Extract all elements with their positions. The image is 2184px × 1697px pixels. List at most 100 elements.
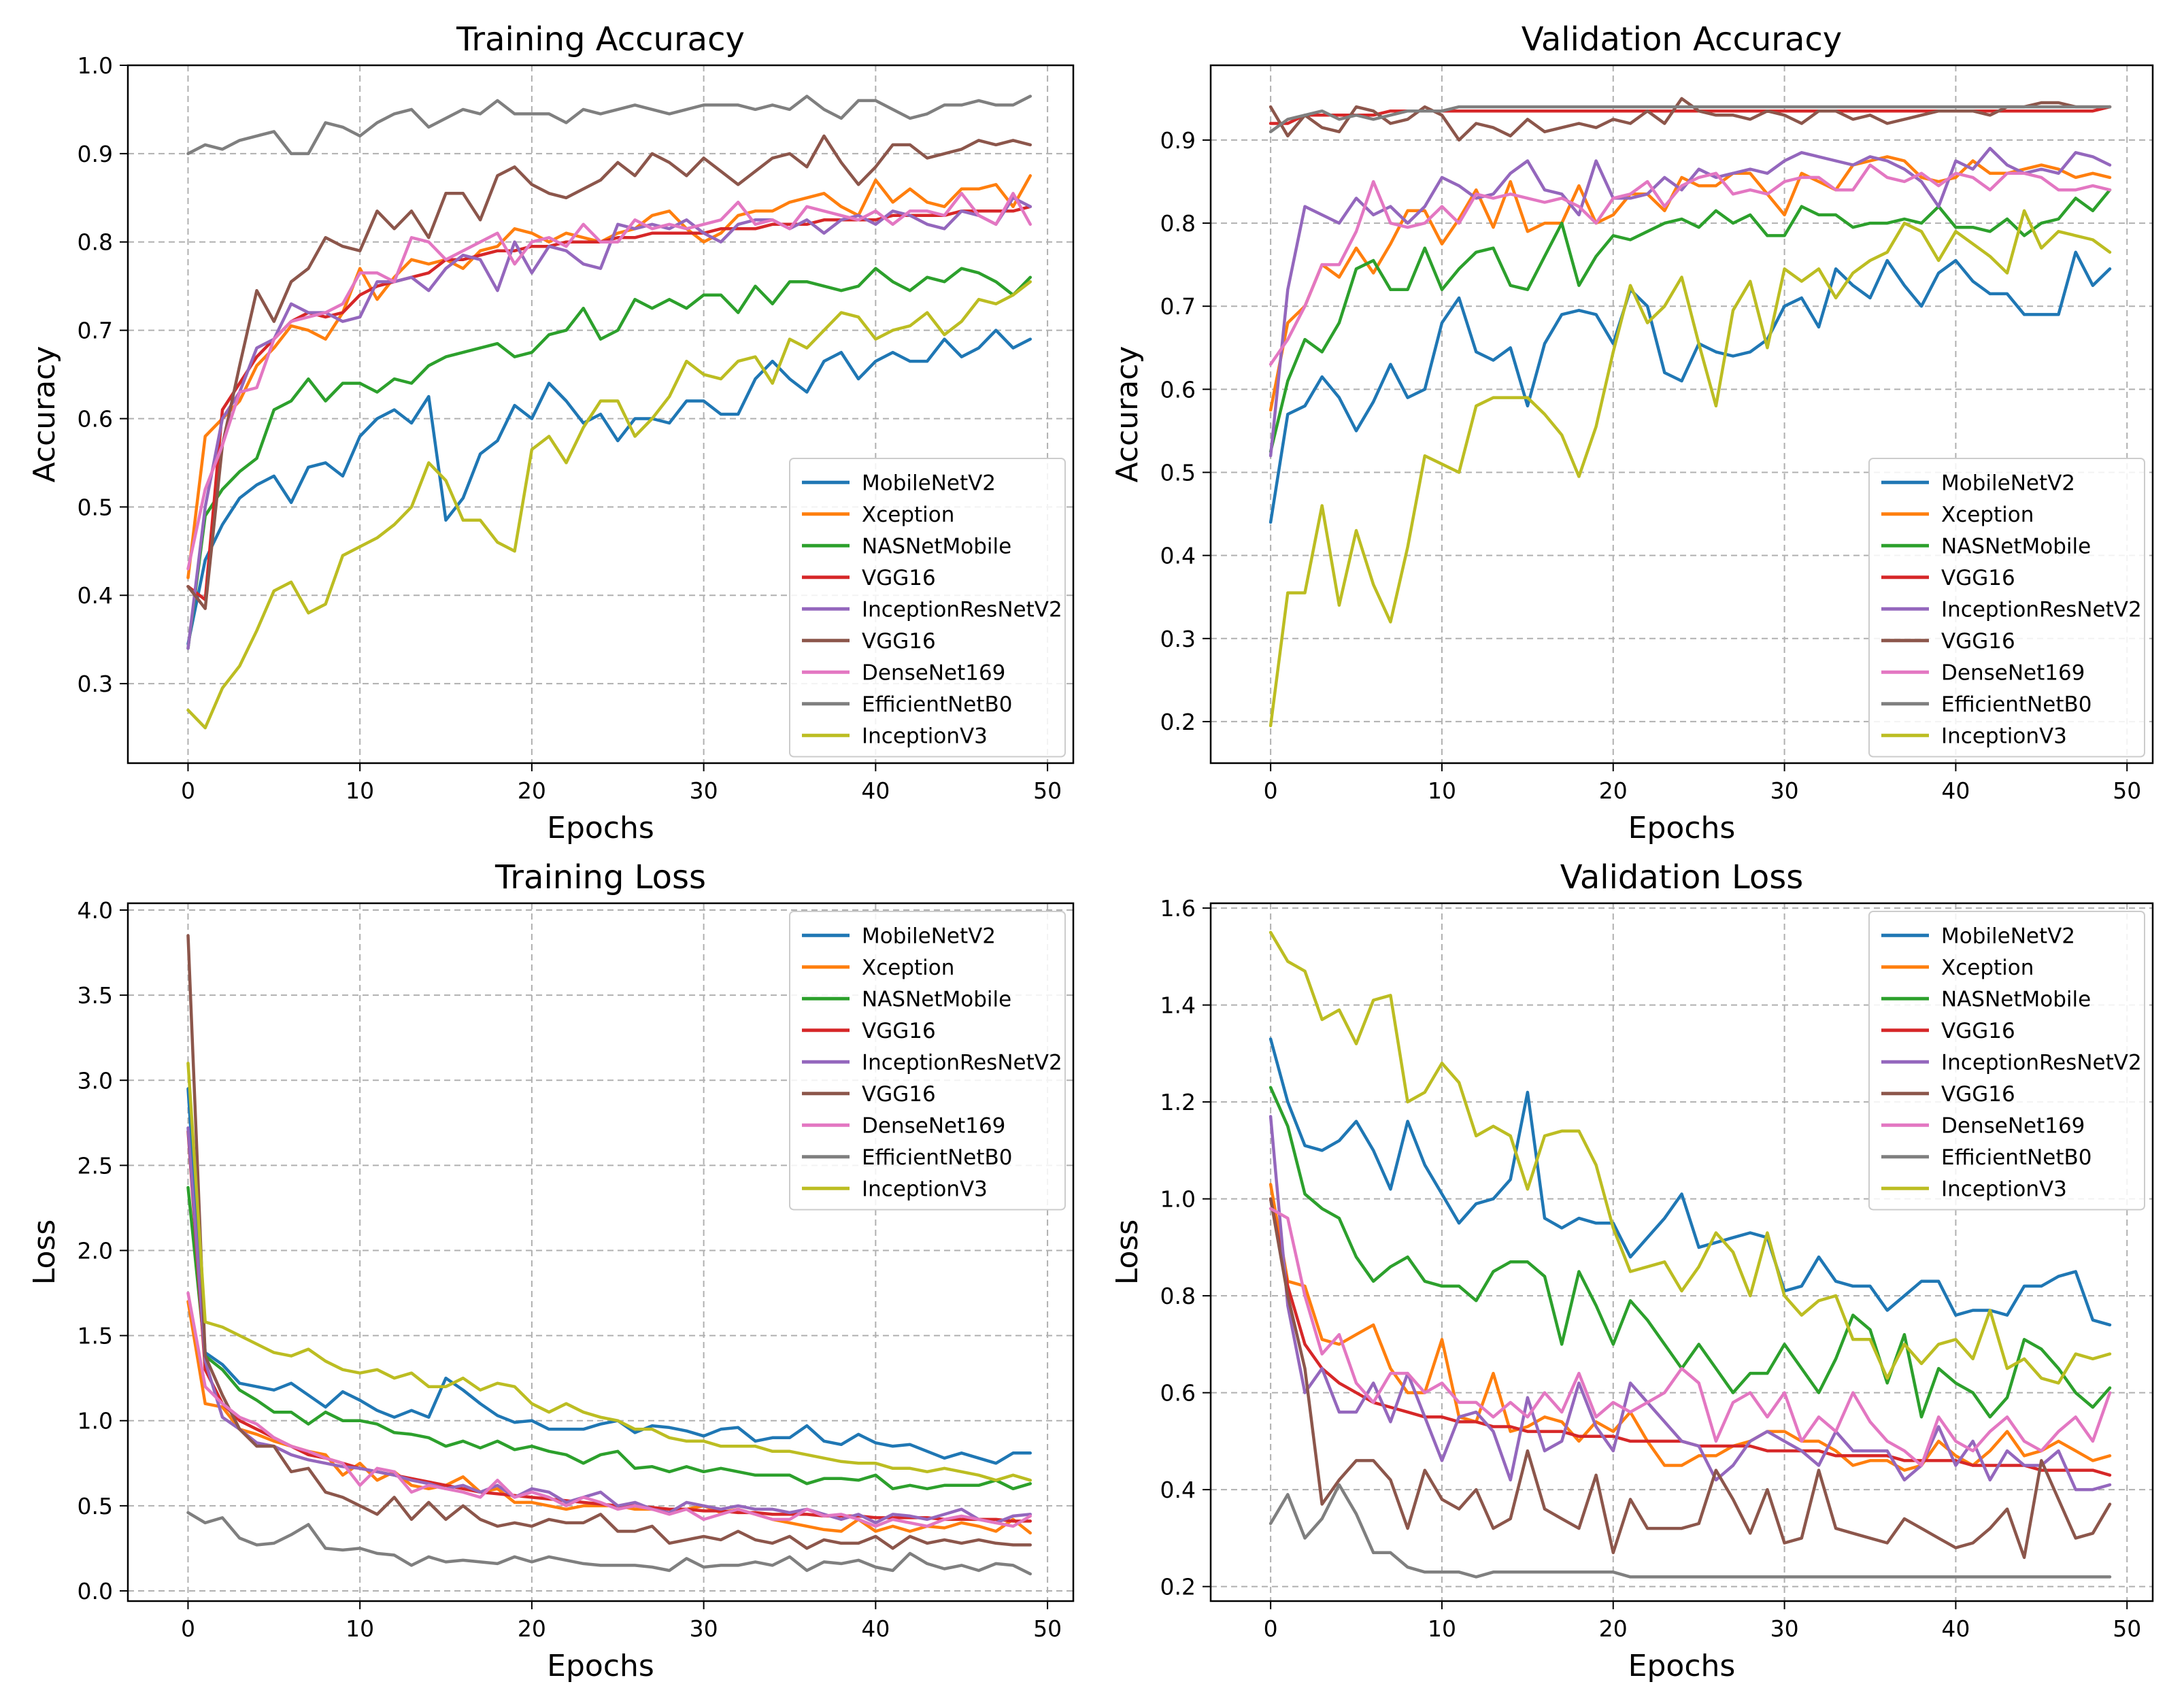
figure-background xyxy=(0,0,2184,1697)
legend-label: MobileNetV2 xyxy=(862,471,996,495)
x-axis-label: Epochs xyxy=(547,1649,654,1683)
legend-label: VGG16 xyxy=(862,1019,936,1043)
legend-label: VGG16 xyxy=(862,566,936,590)
y-tick-label: 0.6 xyxy=(1160,1380,1196,1407)
legend-label: InceptionV3 xyxy=(862,1177,988,1201)
legend-label: InceptionResNetV2 xyxy=(1941,1050,2142,1075)
legend-label: Xception xyxy=(862,503,954,527)
y-tick-label: 4.0 xyxy=(78,897,113,924)
y-tick-label: 0.4 xyxy=(78,582,113,609)
y-tick-label: 1.0 xyxy=(1160,1186,1196,1213)
y-tick-label: 0.3 xyxy=(78,671,113,697)
y-tick-label: 1.0 xyxy=(78,52,113,79)
legend-label: InceptionResNetV2 xyxy=(862,597,1062,622)
legend-label: VGG16 xyxy=(862,629,936,654)
y-tick-label: 0.5 xyxy=(78,1493,113,1519)
legend-label: Xception xyxy=(1941,956,2034,980)
chart-title: Training Loss xyxy=(494,858,706,896)
x-tick-label: 50 xyxy=(1033,1615,1062,1642)
y-tick-label: 0.8 xyxy=(78,229,113,256)
legend-label: VGG16 xyxy=(1941,629,2015,654)
y-tick-label: 3.0 xyxy=(78,1067,113,1094)
y-tick-label: 0.2 xyxy=(1160,1574,1196,1600)
y-axis-label: Accuracy xyxy=(27,346,62,483)
legend-label: MobileNetV2 xyxy=(1941,471,2075,495)
legend: MobileNetV2 Xception NASNetMobile VGG16 Ince… xyxy=(790,458,1065,757)
legend-label: MobileNetV2 xyxy=(862,924,996,948)
y-tick-label: 1.5 xyxy=(78,1323,113,1349)
legend-label: InceptionV3 xyxy=(1941,1177,2067,1201)
x-axis-label: Epochs xyxy=(1628,811,1736,845)
x-tick-label: 10 xyxy=(1428,1615,1456,1642)
legend-label: NASNetMobile xyxy=(1941,987,2091,1011)
x-tick-label: 40 xyxy=(861,777,890,804)
legend-label: EfficientNetB0 xyxy=(862,692,1013,717)
x-tick-label: 20 xyxy=(518,777,546,804)
chart-title: Validation Accuracy xyxy=(1522,20,1842,58)
legend-label: VGG16 xyxy=(1941,1082,2015,1107)
legend-label: NASNetMobile xyxy=(862,534,1011,558)
x-tick-label: 20 xyxy=(518,1615,546,1642)
y-tick-label: 0.2 xyxy=(1160,709,1196,735)
x-tick-label: 30 xyxy=(1770,777,1799,804)
y-tick-label: 0.6 xyxy=(78,405,113,432)
x-tick-label: 40 xyxy=(1941,777,1970,804)
x-tick-label: 0 xyxy=(181,1615,195,1642)
legend-label: MobileNetV2 xyxy=(1941,924,2075,948)
x-axis-label: Epochs xyxy=(1628,1649,1736,1683)
legend-label: VGG16 xyxy=(1941,566,2015,590)
legend-label: EfficientNetB0 xyxy=(862,1145,1013,1170)
legend-label: DenseNet169 xyxy=(862,1113,1005,1138)
y-tick-label: 1.2 xyxy=(1160,1089,1196,1115)
y-tick-label: 2.0 xyxy=(78,1237,113,1264)
y-axis-label: Loss xyxy=(27,1220,62,1286)
y-axis-label: Loss xyxy=(1110,1220,1145,1286)
x-tick-label: 10 xyxy=(1428,777,1456,804)
legend-label: Xception xyxy=(1941,503,2034,527)
x-tick-label: 20 xyxy=(1599,1615,1628,1642)
x-tick-label: 50 xyxy=(2113,777,2141,804)
x-tick-label: 10 xyxy=(346,1615,374,1642)
y-tick-label: 0.3 xyxy=(1160,626,1196,652)
y-tick-label: 0.0 xyxy=(78,1578,113,1604)
legend-label: NASNetMobile xyxy=(1941,534,2091,558)
legend-label: InceptionV3 xyxy=(862,724,988,748)
y-tick-label: 1.0 xyxy=(78,1408,113,1434)
figure: 0 10 20 30 40 50 0.3 0.4 0.5 0.6 0.7 0.8 0.9 1.0 Train… xyxy=(0,0,2184,1697)
legend-label: VGG16 xyxy=(1941,1019,2015,1043)
x-tick-label: 40 xyxy=(861,1615,890,1642)
legend-label: DenseNet169 xyxy=(1941,1113,2085,1138)
x-tick-label: 50 xyxy=(2113,1615,2141,1642)
x-tick-label: 30 xyxy=(690,1615,718,1642)
y-axis-label: Accuracy xyxy=(1110,346,1145,483)
y-tick-label: 0.8 xyxy=(1160,1283,1196,1309)
x-tick-label: 50 xyxy=(1033,777,1062,804)
y-tick-label: 0.5 xyxy=(1160,460,1196,486)
x-axis-label: Epochs xyxy=(547,811,654,845)
legend-label: NASNetMobile xyxy=(862,987,1011,1011)
x-tick-label: 0 xyxy=(1264,777,1278,804)
legend-label: VGG16 xyxy=(862,1082,936,1107)
y-tick-label: 0.6 xyxy=(1160,376,1196,403)
x-tick-label: 30 xyxy=(1770,1615,1799,1642)
y-tick-label: 2.5 xyxy=(78,1152,113,1179)
y-tick-label: 0.8 xyxy=(1160,210,1196,237)
x-tick-label: 20 xyxy=(1599,777,1628,804)
x-tick-label: 30 xyxy=(690,777,718,804)
legend-label: Xception xyxy=(862,956,954,980)
y-tick-label: 0.9 xyxy=(1160,127,1196,154)
x-tick-label: 10 xyxy=(346,777,374,804)
legend: MobileNetV2 Xception NASNetMobile VGG16 Ince… xyxy=(1869,458,2145,757)
y-tick-label: 3.5 xyxy=(78,982,113,1009)
legend: MobileNetV2 Xception NASNetMobile VGG16 Ince… xyxy=(1869,911,2145,1210)
y-tick-label: 0.4 xyxy=(1160,543,1196,569)
legend-label: InceptionResNetV2 xyxy=(1941,597,2142,622)
legend-label: DenseNet169 xyxy=(1941,660,2085,685)
x-tick-label: 0 xyxy=(1264,1615,1278,1642)
legend-label: EfficientNetB0 xyxy=(1941,692,2092,717)
y-tick-label: 1.4 xyxy=(1160,992,1196,1019)
y-tick-label: 0.4 xyxy=(1160,1477,1196,1503)
y-tick-label: 0.7 xyxy=(78,318,113,344)
legend-label: InceptionResNetV2 xyxy=(862,1050,1062,1075)
y-tick-label: 0.7 xyxy=(1160,293,1196,320)
